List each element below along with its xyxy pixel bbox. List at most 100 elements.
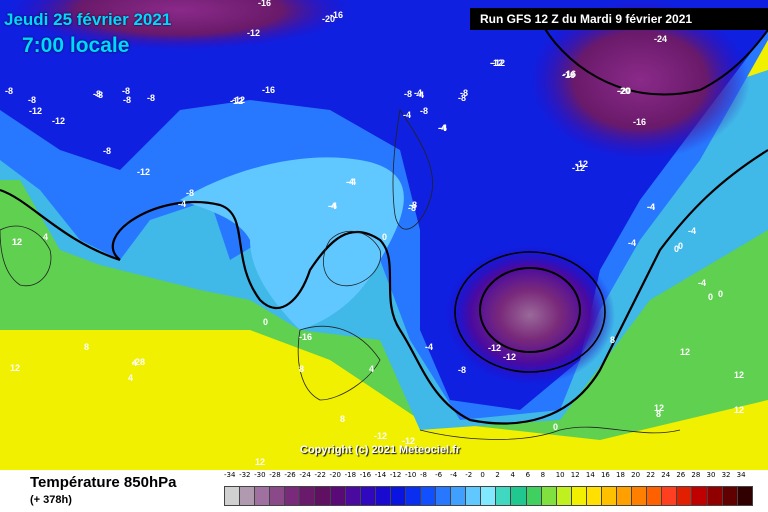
isotherm-value-label: 4 — [369, 364, 374, 374]
color-scale — [224, 486, 753, 506]
isotherm-value-label: 0 — [674, 244, 679, 254]
legend-tick: -12 — [389, 471, 402, 479]
isotherm-value-label: 0 — [708, 292, 713, 302]
isotherm-value-label: -24 — [654, 34, 667, 44]
isotherm-value-label: -16 — [258, 0, 271, 8]
legend-tick: 32 — [721, 471, 731, 479]
legend-swatch — [480, 486, 497, 506]
isotherm-value-label: 8 — [610, 335, 615, 345]
isotherm-value-label: -8 — [147, 93, 155, 103]
legend-swatch — [600, 486, 618, 506]
isotherm-value-label: -12 — [575, 159, 588, 169]
legend-swatch — [239, 486, 256, 506]
isotherm-value-label: -16 — [262, 85, 275, 95]
isotherm-value-label: 12 — [12, 237, 22, 247]
isotherm-value-label: -8 — [408, 203, 416, 213]
isotherm-value-label: -12 — [29, 106, 42, 116]
legend-swatch — [359, 486, 376, 506]
legend-swatch — [374, 486, 391, 506]
legend-swatch — [389, 486, 406, 506]
isotherm-value-label: -8 — [122, 86, 130, 96]
legend-tick: -34 — [224, 471, 236, 479]
isotherm-value-label: -8 — [5, 86, 13, 96]
isotherm-value-label: -12 — [247, 28, 260, 38]
isotherm-value-label: -4 — [414, 88, 422, 98]
scandinavia-outline — [392, 108, 434, 230]
low-contour-outer — [454, 251, 606, 373]
legend-tick: 4 — [510, 471, 515, 479]
legend-swatch — [691, 486, 708, 506]
isotherm-value-label: -4 — [425, 342, 433, 352]
legend-tick: -10 — [404, 471, 417, 479]
isotherm-value-label: -8 — [186, 188, 194, 198]
isotherm-value-label: -4 — [329, 201, 337, 211]
legend-swatch — [299, 486, 316, 506]
legend-tick: -14 — [374, 471, 387, 479]
isotherm-value-label: 8 — [340, 414, 345, 424]
british-isles-outline — [323, 231, 382, 287]
north-africa-coast — [419, 426, 681, 440]
isotherm-value-label: 4 — [128, 373, 133, 383]
legend-tick: 30 — [706, 471, 716, 479]
isotherm-value-label: -4 — [178, 199, 186, 209]
zero-isotherm-west — [0, 188, 121, 262]
isotherm-value-label: 0 — [263, 317, 268, 327]
legend-swatch — [495, 486, 512, 506]
isotherm-value-label: -20 — [618, 86, 631, 96]
isotherm-value-label: -4 — [346, 177, 354, 187]
north-contour — [539, 19, 768, 96]
legend-swatch — [570, 486, 587, 506]
isotherm-value-label: -4 — [438, 123, 446, 133]
legend-swatch — [736, 486, 753, 506]
legend-tick: -32 — [239, 471, 251, 479]
legend-swatch — [465, 486, 482, 506]
isotherm-value-label: -4 — [348, 177, 356, 187]
northern-cold-pool — [530, 0, 750, 160]
legend-tick: -24 — [299, 471, 311, 479]
legend-tick: -4 — [450, 471, 458, 479]
greenland-cold-pool — [10, 0, 350, 50]
isotherm-value-label: -12 — [492, 58, 505, 68]
isotherm-value-label: 0 — [553, 422, 558, 432]
iberia-outline — [297, 326, 381, 401]
copyright-text: Copyright (c) 2021 Meteociel.fr — [300, 444, 461, 456]
isotherm-value-label: 4 — [43, 232, 48, 242]
legend-tick: -8 — [420, 471, 427, 479]
isotherm-value-label: -8 — [409, 200, 417, 210]
forecast-date: Jeudi 25 février 2021 — [4, 10, 172, 29]
isotherm-value-label: -8 — [123, 95, 131, 105]
legend-swatch — [525, 486, 542, 506]
temperature-map: -16 -20 -16 -24 -12 -16 -20 -16 -8 -8 -8 -8 -12 -12 -1… — [0, 0, 768, 470]
legend-tick: 6 — [525, 471, 531, 479]
legend-swatch — [540, 486, 557, 506]
isotherm-value-label: -12 — [488, 343, 501, 353]
isotherm-value-label: -12 — [52, 116, 65, 126]
isotherm-value-label: 8 — [656, 409, 661, 419]
legend-swatch — [404, 486, 422, 506]
legend-tick: -28 — [269, 471, 281, 479]
map-canvas: -16-20-16-24-12-16-20-16-8-8 -8 -8 -12-12-1… — [0, 0, 768, 470]
legend-swatch — [344, 486, 361, 506]
isotherm-value-label: -4 — [647, 202, 655, 212]
isotherm-value-label: -4 — [439, 123, 447, 133]
isotherm-value-label: 0 — [382, 232, 387, 242]
isotherm-value-label: -16 — [563, 69, 576, 79]
isotherm-value-label: -16 — [299, 332, 312, 342]
legend-swatch — [555, 486, 572, 506]
legend-swatch — [269, 486, 286, 506]
legend-tick: 8 — [540, 471, 546, 479]
isotherm-value-label: -4 — [698, 278, 706, 288]
isotherm-value-label: -8 — [103, 146, 111, 156]
isotherm-value-label: -16 — [562, 70, 575, 80]
legend-tick: 18 — [616, 471, 625, 479]
legend-tick: -26 — [284, 471, 296, 479]
legend-swatch — [510, 486, 527, 506]
isotherm-value-label: -8 — [458, 93, 466, 103]
isotherm-value-label: -8 — [95, 90, 103, 100]
isotherm-value-label: -8 — [458, 365, 466, 375]
isotherm-value-label: -12 — [402, 436, 415, 446]
isotherm-value-label: -8 — [460, 88, 468, 98]
low-contour-inner — [479, 267, 581, 353]
legend-swatch — [314, 486, 331, 506]
legend-tick: 12 — [570, 471, 580, 479]
